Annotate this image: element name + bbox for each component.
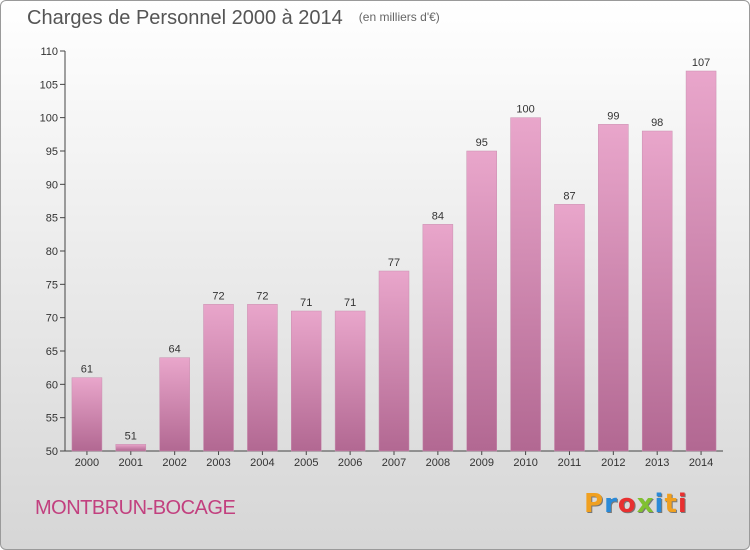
bar-2010	[510, 117, 541, 452]
x-tick-label-2008: 2008	[426, 457, 450, 469]
y-tick-label: 105	[40, 79, 58, 91]
data-label-2008: 84	[432, 210, 444, 222]
y-tick-label: 55	[46, 413, 58, 425]
title-text: Charges de Personnel 2000 à 2014	[27, 7, 343, 29]
data-label-2004: 72	[256, 290, 268, 302]
logo-letter: o	[617, 489, 637, 519]
bar-2005	[291, 310, 322, 452]
data-label-2010: 100	[516, 104, 534, 116]
data-label-2009: 95	[476, 137, 488, 149]
data-label-2005: 71	[300, 297, 312, 309]
y-tick-label: 85	[46, 213, 58, 225]
data-label-2006: 71	[344, 297, 356, 309]
y-tick-label: 70	[46, 313, 58, 325]
data-label-2000: 61	[81, 364, 93, 376]
bar-2000	[71, 377, 103, 452]
logo-letter: P	[584, 489, 605, 519]
bar-2001	[115, 444, 147, 452]
y-tick-label: 100	[40, 113, 58, 125]
x-tick-label-2005: 2005	[294, 457, 318, 469]
x-tick-label-2001: 2001	[119, 457, 143, 469]
logo-letter: i	[677, 489, 688, 519]
y-tick-label: 60	[46, 379, 58, 391]
bar-2007	[378, 270, 410, 452]
x-tick-label-2000: 2000	[75, 457, 99, 469]
town-name: MONTBRUN-BOCAGE	[35, 497, 236, 519]
data-label-2002: 64	[169, 344, 181, 356]
bar-2014	[685, 70, 717, 452]
data-label-2011: 87	[563, 190, 575, 202]
x-tick-label-2013: 2013	[645, 457, 669, 469]
data-labels-group: 61 51 64 72 72 71 71 77 84 95 100 87 99 98 107	[81, 57, 710, 442]
y-tick-label: 110	[40, 46, 58, 58]
bar-2012	[598, 124, 629, 452]
bar-2006	[334, 310, 366, 452]
data-label-2012: 99	[607, 110, 619, 122]
chart-title: Charges de Personnel 2000 à 2014 (en mill…	[27, 7, 440, 30]
bar-2009	[466, 150, 497, 452]
logo-letter: t	[664, 489, 678, 519]
y-tick-label: 95	[46, 146, 58, 158]
x-tick-label-2009: 2009	[469, 457, 493, 469]
x-tick-label-2002: 2002	[162, 457, 186, 469]
data-label-2013: 98	[651, 117, 663, 129]
bar-2013	[641, 130, 673, 452]
x-tick-label-2007: 2007	[382, 457, 406, 469]
bars-group	[71, 70, 717, 452]
chart-subtitle: (en milliers d'€)	[358, 10, 440, 24]
y-tick-label: 80	[46, 246, 58, 258]
data-label-2007: 77	[388, 257, 400, 269]
x-tick-label-2006: 2006	[338, 457, 362, 469]
logo-letter: r	[604, 489, 618, 519]
logo-letter: i	[654, 489, 665, 519]
bar-2011	[554, 204, 585, 452]
y-tick-label: 90	[46, 179, 58, 191]
y-tick-label: 50	[46, 446, 58, 458]
logo-letter: x	[636, 489, 655, 519]
bar-2008	[422, 224, 454, 452]
data-label-2003: 72	[212, 290, 224, 302]
x-tick-label-2014: 2014	[689, 457, 713, 469]
y-tick-label: 65	[46, 346, 58, 358]
x-tick-label-2003: 2003	[206, 457, 230, 469]
proxiti-logo: Proxiti	[584, 489, 688, 519]
x-tick-label-2010: 2010	[513, 457, 537, 469]
data-label-2001: 51	[125, 430, 137, 442]
x-tick-label-2012: 2012	[601, 457, 625, 469]
y-tick-label: 75	[46, 279, 58, 291]
bar-2002	[159, 357, 190, 452]
bar-2004	[247, 304, 278, 452]
data-label-2014: 107	[692, 57, 710, 69]
bar-2003	[203, 304, 234, 452]
x-tick-label-2011: 2011	[558, 457, 582, 469]
x-tick-label-2004: 2004	[250, 457, 274, 469]
